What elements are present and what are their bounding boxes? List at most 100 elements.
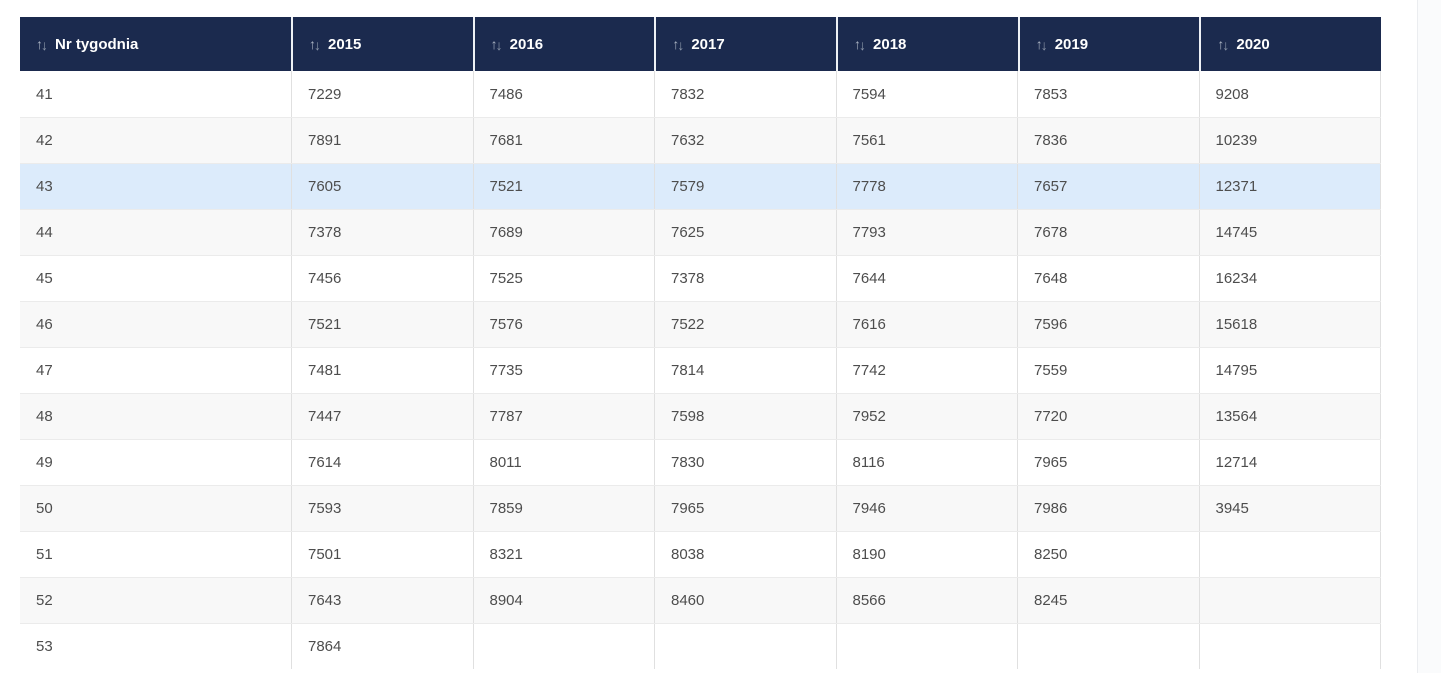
page-right-divider bbox=[1417, 0, 1441, 673]
cell-value: 7965 bbox=[654, 486, 836, 531]
cell-value bbox=[1017, 624, 1199, 669]
cell-value: 7965 bbox=[1017, 440, 1199, 485]
sort-arrows-icon: ↑ ↓ bbox=[36, 37, 48, 52]
column-header-label: 2015 bbox=[328, 35, 362, 53]
cell-value: 7501 bbox=[291, 532, 473, 577]
cell-value: 7596 bbox=[1017, 302, 1199, 347]
table-row[interactable]: 50 7593 7859 7965 7946 7986 3945 bbox=[20, 485, 1381, 531]
cell-value: 8245 bbox=[1017, 578, 1199, 623]
column-header-2019[interactable]: ↑ ↓ 2019 bbox=[1017, 17, 1200, 71]
cell-value: 8566 bbox=[835, 578, 1018, 623]
cell-value bbox=[1198, 624, 1381, 669]
cell-week-number: 43 bbox=[36, 178, 53, 195]
cell-value: 7632 bbox=[654, 118, 836, 163]
column-header-label: Nr tygodnia bbox=[55, 35, 139, 53]
table-body: 41 7229 7486 7832 7594 7853 9208 42 7891 7681 7632… bbox=[20, 71, 1381, 669]
table-row[interactable]: 52 7643 8904 8460 8566 8245 bbox=[20, 577, 1381, 623]
cell-value: 7681 bbox=[472, 118, 655, 163]
cell-value: 8250 bbox=[1017, 532, 1199, 577]
column-header-nr-tygodnia[interactable]: ↑ ↓ Nr tygodnia bbox=[20, 17, 291, 71]
cell-value: 7481 bbox=[291, 348, 473, 393]
cell-value: 7986 bbox=[1017, 486, 1199, 531]
sort-ascending-icon: ↑ bbox=[672, 36, 679, 52]
cell-value: 12371 bbox=[1198, 164, 1381, 209]
cell-value: 7644 bbox=[835, 256, 1018, 301]
column-header-2015[interactable]: ↑ ↓ 2015 bbox=[291, 17, 473, 71]
cell-value: 13564 bbox=[1198, 394, 1381, 439]
table-row[interactable]: 51 7501 8321 8038 8190 8250 bbox=[20, 531, 1381, 577]
weekly-data-table: ↑ ↓ Nr tygodnia ↑ ↓ 2015 ↑ ↓ 2016 ↑ ↓ 2017 ↑ ↓ 2018 ↑ ↓ 2… bbox=[20, 17, 1381, 669]
sort-descending-icon: ↓ bbox=[495, 37, 503, 53]
cell-value bbox=[472, 624, 655, 669]
column-header-label: 2020 bbox=[1236, 35, 1270, 53]
table-row[interactable]: 49 7614 8011 7830 8116 7965 12714 bbox=[20, 439, 1381, 485]
cell-value: 14795 bbox=[1198, 348, 1381, 393]
cell-value: 8190 bbox=[835, 532, 1018, 577]
cell-week-number: 47 bbox=[36, 362, 53, 379]
cell-value: 8904 bbox=[472, 578, 655, 623]
cell-week-number: 46 bbox=[36, 316, 53, 333]
cell-value: 7814 bbox=[654, 348, 836, 393]
column-header-2018[interactable]: ↑ ↓ 2018 bbox=[836, 17, 1018, 71]
cell-value: 7625 bbox=[654, 210, 836, 255]
cell-value: 7378 bbox=[291, 210, 473, 255]
column-header-label: 2017 bbox=[691, 35, 725, 53]
cell-value: 7648 bbox=[1017, 256, 1199, 301]
table-row[interactable]: 47 7481 7735 7814 7742 7559 14795 bbox=[20, 347, 1381, 393]
cell-value: 9208 bbox=[1198, 71, 1381, 117]
sort-arrows-icon: ↑ ↓ bbox=[1217, 36, 1229, 52]
cell-value bbox=[1198, 578, 1381, 623]
sort-arrows-icon: ↑ ↓ bbox=[309, 36, 321, 53]
cell-value: 8460 bbox=[654, 578, 836, 623]
table-row[interactable]: 48 7447 7787 7598 7952 7720 13564 bbox=[20, 393, 1381, 439]
cell-value: 7720 bbox=[1017, 394, 1199, 439]
column-header-2017[interactable]: ↑ ↓ 2017 bbox=[654, 17, 836, 71]
cell-value: 7832 bbox=[654, 71, 836, 117]
cell-value: 7643 bbox=[291, 578, 473, 623]
sort-arrows-icon: ↑ ↓ bbox=[854, 37, 866, 52]
cell-value: 7952 bbox=[835, 394, 1018, 439]
cell-value: 7891 bbox=[291, 118, 473, 163]
table-row[interactable]: 44 7378 7689 7625 7793 7678 14745 bbox=[20, 209, 1381, 255]
table-row[interactable]: 45 7456 7525 7378 7644 7648 16234 bbox=[20, 255, 1381, 301]
sort-ascending-icon: ↑ bbox=[309, 36, 316, 52]
cell-week-number: 42 bbox=[36, 132, 53, 149]
sort-ascending-icon: ↑ bbox=[1035, 36, 1043, 52]
cell-value: 7742 bbox=[835, 348, 1018, 393]
column-header-label: 2019 bbox=[1054, 35, 1089, 53]
cell-value: 7778 bbox=[835, 164, 1018, 209]
table-row[interactable]: 43 7605 7521 7579 7778 7657 12371 bbox=[20, 163, 1381, 209]
cell-value bbox=[1198, 532, 1381, 577]
table-row[interactable]: 41 7229 7486 7832 7594 7853 9208 bbox=[20, 71, 1381, 117]
cell-value: 8116 bbox=[835, 440, 1018, 485]
column-header-2020[interactable]: ↑ ↓ 2020 bbox=[1199, 17, 1381, 71]
cell-value: 7946 bbox=[835, 486, 1018, 531]
column-header-2016[interactable]: ↑ ↓ 2016 bbox=[472, 17, 655, 71]
cell-value: 7559 bbox=[1017, 348, 1199, 393]
table-row[interactable]: 42 7891 7681 7632 7561 7836 10239 bbox=[20, 117, 1381, 163]
cell-week-number: 49 bbox=[36, 454, 53, 471]
cell-value: 7735 bbox=[472, 348, 655, 393]
cell-value: 7859 bbox=[472, 486, 655, 531]
table-row[interactable]: 46 7521 7576 7522 7616 7596 15618 bbox=[20, 301, 1381, 347]
cell-value: 7853 bbox=[1017, 71, 1199, 117]
cell-value: 16234 bbox=[1198, 256, 1381, 301]
cell-value: 7598 bbox=[654, 394, 836, 439]
cell-value: 7689 bbox=[472, 210, 655, 255]
cell-value: 7447 bbox=[291, 394, 473, 439]
column-header-label: 2016 bbox=[509, 35, 544, 53]
sort-ascending-icon: ↑ bbox=[1217, 36, 1224, 52]
cell-week-number: 44 bbox=[36, 224, 53, 241]
cell-value: 7486 bbox=[472, 71, 655, 117]
sort-descending-icon: ↓ bbox=[314, 37, 321, 53]
cell-value: 7678 bbox=[1017, 210, 1199, 255]
cell-value: 7594 bbox=[835, 71, 1018, 117]
cell-value: 7229 bbox=[291, 71, 473, 117]
cell-value bbox=[654, 624, 836, 669]
table-row[interactable]: 53 7864 bbox=[20, 623, 1381, 669]
cell-value: 7521 bbox=[472, 164, 655, 209]
column-header-label: 2018 bbox=[873, 35, 907, 53]
cell-value: 8038 bbox=[654, 532, 836, 577]
cell-value: 14745 bbox=[1198, 210, 1381, 255]
